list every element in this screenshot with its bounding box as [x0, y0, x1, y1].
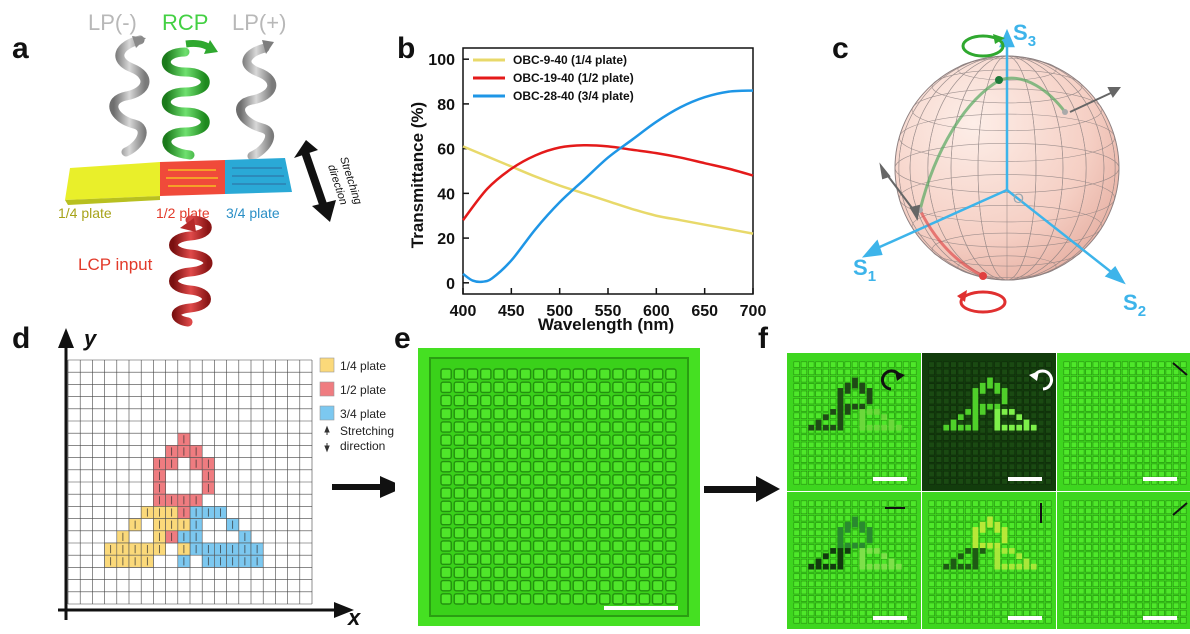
polarization-path-red	[918, 209, 984, 278]
transmittance-chart: Transmittance (%) Wavelength (nm) 400 450…	[408, 47, 767, 334]
y-tick-label: 20	[437, 231, 455, 248]
lcp-input-label: LCP input	[78, 255, 153, 274]
lp-plus-wave-icon	[236, 40, 277, 161]
lcp-helix-icon	[169, 215, 213, 327]
plate-label-three-quarter: 3/4 plate	[226, 205, 280, 221]
scale-bar	[1008, 616, 1042, 620]
polarization-images	[787, 353, 1190, 630]
polarization-photo-4	[787, 492, 921, 630]
point-lp-plus	[1062, 109, 1068, 115]
label-lp-minus: LP(-)	[88, 10, 137, 35]
pattern-legend: 1/4 plate 1/2 plate 3/4 plate Stretching…	[319, 357, 394, 453]
polarization-photo-1	[787, 353, 921, 491]
y-tick-label: 0	[446, 276, 455, 293]
legend-stretching-2: direction	[340, 439, 385, 453]
panel-label-f: f	[758, 322, 768, 355]
point-lcp	[979, 272, 987, 280]
poincare-sphere: O S3 S1 S2	[853, 20, 1146, 320]
legend-three-quarter: 3/4 plate	[340, 407, 386, 421]
diagonal-arrow-icon	[1172, 362, 1188, 376]
stretching-arrow-icon	[294, 140, 336, 222]
axis-s1-label: S1	[853, 255, 876, 285]
plate-half	[160, 160, 225, 196]
polarization-photo-3	[1057, 353, 1190, 491]
x-tick-label: 700	[740, 303, 767, 320]
label-lp-plus: LP(+)	[232, 10, 286, 35]
panel-label-a: a	[12, 32, 29, 65]
x-tick-label: 400	[450, 303, 477, 320]
series-line-3	[462, 89, 754, 284]
x-tick-label: 500	[546, 303, 573, 320]
polarization-photo-5	[922, 492, 1056, 630]
x-axis-arrow-icon	[334, 602, 354, 618]
scale-bar	[873, 477, 907, 481]
panel-label-b: b	[397, 32, 416, 65]
legend-label-1: OBC-9-40 (1/4 plate)	[513, 53, 627, 67]
arrow-d-to-e-icon	[332, 476, 395, 498]
anti-diagonal-arrow-icon	[1172, 502, 1188, 516]
panel-label-e: e	[394, 322, 411, 355]
rcp-helix-icon	[161, 40, 218, 160]
x-tick-label: 600	[643, 303, 670, 320]
x-tick-label: 550	[595, 303, 622, 320]
y-tick-label: 80	[437, 97, 455, 114]
pattern-design: y x 1/4 plate 1/2 plate 3/4 plate Stretc…	[58, 326, 395, 629]
polarization-path-green	[918, 76, 1067, 211]
lcp-rotation-icon	[957, 290, 1007, 314]
y-tick-label: 100	[428, 52, 455, 69]
rcp-rotation-icon	[961, 34, 1005, 58]
scale-bar	[1143, 477, 1177, 481]
x-tick-label: 650	[691, 303, 718, 320]
x-tick-label: 450	[498, 303, 525, 320]
axis-s3-label: S3	[1013, 20, 1036, 50]
scale-bar	[1008, 477, 1042, 481]
legend-stretching-1: Stretching	[340, 424, 394, 438]
y-axis-arrow-icon	[58, 328, 74, 348]
legend-quarter: 1/4 plate	[340, 359, 386, 373]
y-tick-label: 60	[437, 142, 455, 159]
point-rcp	[995, 76, 1003, 84]
arrow-e-to-f-icon	[704, 476, 780, 502]
x-axis-label: Wavelength (nm)	[538, 315, 674, 334]
plate-quarter	[65, 162, 160, 205]
panel-label-c: c	[832, 32, 849, 65]
scale-bar	[1143, 616, 1177, 620]
y-axis-name: y	[83, 326, 98, 351]
series-line-1	[462, 145, 754, 235]
lp-minus-wave-icon	[109, 35, 150, 157]
polarization-photo-6	[1057, 492, 1190, 630]
lp-arrows-icon	[879, 87, 1121, 221]
label-rcp: RCP	[162, 10, 208, 35]
series-line-2	[462, 143, 754, 221]
fabricated-array-photo	[418, 348, 700, 626]
polarization-indicators	[881, 362, 1188, 523]
plate-label-quarter: 1/4 plate	[58, 205, 112, 221]
y-axis-label: Transmittance (%)	[408, 102, 427, 248]
scale-bar	[604, 606, 678, 610]
stokes-axes	[861, 28, 1126, 285]
x-axis-name: x	[347, 605, 361, 629]
panel-a-schematic: LP(-) RCP LP(+) 1/4 plate 1/2 plate 3/4 …	[58, 10, 364, 327]
y-tick-label: 40	[437, 186, 455, 203]
plate-three-quarter	[225, 158, 292, 194]
axis-s2-label: S2	[1123, 290, 1146, 320]
origin-label: O	[1013, 190, 1024, 206]
legend-label-3: OBC-28-40 (3/4 plate)	[513, 89, 634, 103]
legend-label-2: OBC-19-40 (1/2 plate)	[513, 71, 634, 85]
scale-bar	[873, 616, 907, 620]
panel-label-d: d	[12, 322, 31, 355]
legend-stretch-arrow-icon	[324, 425, 330, 453]
legend-half: 1/2 plate	[340, 383, 386, 397]
